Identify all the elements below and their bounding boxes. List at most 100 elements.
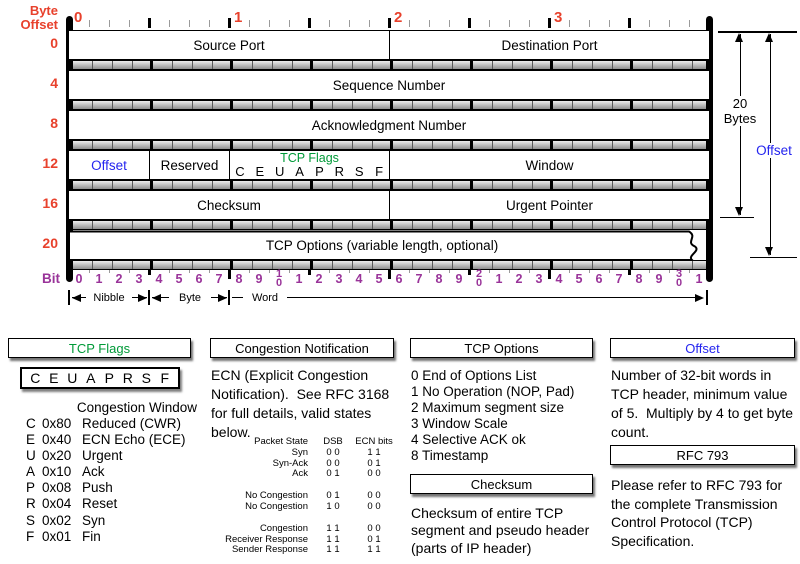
band-bit-tick bbox=[272, 61, 273, 69]
byte-offset-axis-label-line2: Offset bbox=[20, 16, 58, 32]
band-bit-tick bbox=[412, 181, 413, 189]
band-nibble-tick bbox=[229, 141, 233, 149]
band-bit-tick bbox=[212, 101, 213, 109]
band-bit-tick bbox=[172, 181, 173, 189]
band-bit-tick bbox=[252, 221, 253, 229]
bit-number-29: 9 bbox=[649, 269, 669, 289]
flag-definition-c: C 0x80 Reduced (CWR) bbox=[26, 416, 186, 432]
bottom-ruler-bit-tick bbox=[368, 270, 370, 273]
bytes-arrow-bottom-line bbox=[720, 216, 754, 218]
flag-name: ECN Echo (ECE) bbox=[82, 432, 186, 448]
bit-number-31: 1 bbox=[689, 269, 709, 289]
bottom-ruler-bit-tick bbox=[588, 270, 590, 273]
band-bit-tick bbox=[672, 181, 673, 189]
band-bit-tick bbox=[292, 101, 293, 109]
byte-offset-axis-label: Byte Offset bbox=[8, 4, 58, 31]
band-bit-tick bbox=[512, 101, 513, 109]
band-bit-tick bbox=[532, 141, 533, 149]
band-bit-tick bbox=[692, 61, 693, 69]
bottom-ruler-bit-tick bbox=[408, 270, 410, 273]
top-ruler-bit-tick bbox=[428, 20, 430, 27]
flag-bit-letter-r: R bbox=[334, 164, 344, 179]
band-nibble-tick bbox=[229, 101, 233, 109]
flag-hex-value: 0x80 bbox=[42, 416, 72, 431]
ecn-dsb-bits: 1 1 bbox=[326, 533, 340, 545]
band-nibble-tick bbox=[149, 221, 153, 229]
band-bit-tick bbox=[592, 181, 593, 189]
bit-number-6: 6 bbox=[189, 269, 209, 289]
bit-number-digit: 4 bbox=[355, 271, 363, 286]
bottom-ruler-bit-tick bbox=[268, 270, 270, 273]
legend-rfc-title: RFC 793 bbox=[610, 445, 795, 465]
bottom-ruler-bit-tick bbox=[328, 270, 330, 273]
field-window: Window bbox=[389, 151, 709, 179]
band-bit-tick bbox=[192, 261, 193, 269]
band-bit-tick bbox=[352, 101, 353, 109]
band-nibble-tick bbox=[149, 61, 153, 69]
band-bit-tick bbox=[132, 141, 133, 149]
band-bit-tick bbox=[132, 101, 133, 109]
band-bit-tick bbox=[492, 261, 493, 269]
field-source-port: Source Port bbox=[193, 37, 265, 53]
band-bit-tick bbox=[532, 61, 533, 69]
ecn-dsb-bits: 0 0 bbox=[326, 446, 340, 458]
band-bit-tick bbox=[292, 61, 293, 69]
header-row-offset-16: Checksum Urgent Pointer bbox=[68, 190, 710, 220]
scale-boundary-line-3 bbox=[706, 290, 708, 305]
band-bit-tick bbox=[92, 221, 93, 229]
field-checksum: Checksum bbox=[197, 197, 261, 213]
band-bit-tick bbox=[272, 181, 273, 189]
bottom-ruler-bit-tick bbox=[348, 270, 350, 273]
flag-definition-list: C 0x80 Reduced (CWR) E 0x40 ECN Echo (ECE) U 0x… bbox=[26, 416, 186, 545]
band-bit-tick bbox=[532, 261, 533, 269]
flag-definition-a: A 0x10 Ack bbox=[26, 464, 186, 480]
band-nibble-tick bbox=[149, 181, 153, 189]
flag-letter: C bbox=[26, 416, 36, 431]
band-bit-tick bbox=[412, 101, 413, 109]
band-bit-tick bbox=[432, 141, 433, 149]
band-bit-tick bbox=[572, 221, 573, 229]
band-bit-tick bbox=[92, 61, 93, 69]
tcp-option-item-5: 8 Timestamp bbox=[411, 448, 489, 464]
bit-number-digit: 8 bbox=[435, 271, 443, 286]
band-bit-tick bbox=[352, 181, 353, 189]
band-bit-tick bbox=[432, 181, 433, 189]
legend-congestion-title: Congestion Notification bbox=[210, 338, 394, 358]
ecn-state: Congestion bbox=[259, 522, 308, 534]
bit-number-digit: 2 bbox=[515, 271, 523, 286]
bit-number-0: 0 bbox=[69, 269, 89, 289]
flag-hex-value: 0x08 bbox=[42, 480, 72, 496]
bit-number-7: 7 bbox=[209, 269, 229, 289]
band-bit-tick bbox=[292, 261, 293, 269]
bottom-ruler-bit-tick bbox=[288, 270, 290, 273]
band-bit-tick bbox=[672, 141, 673, 149]
bottom-ruler-bit-tick bbox=[688, 270, 690, 273]
flag-name: Fin bbox=[82, 528, 101, 544]
top-ruler-nibble-tick bbox=[387, 18, 391, 28]
bit-number-digit: 4 bbox=[555, 271, 563, 286]
field-tcp-flags: TCP Flags C E U A P R S F bbox=[229, 151, 389, 179]
band-bit-tick bbox=[352, 61, 353, 69]
field-tcp-options-variable-length-optional: TCP Options (variable length, optional) bbox=[265, 238, 499, 253]
top-ruler-nibble-tick bbox=[547, 18, 551, 28]
band-bit-tick bbox=[292, 181, 293, 189]
band-bit-tick bbox=[252, 141, 253, 149]
field-acknowledgment-number: Acknowledgment Number bbox=[311, 117, 467, 133]
tcp-option-item-2: 2 Maximum segment size bbox=[411, 400, 565, 416]
bit-number-digit: 3 bbox=[535, 271, 543, 286]
band-bit-tick bbox=[452, 141, 453, 149]
bit-number-digit: 9 bbox=[255, 271, 263, 286]
header-row-offset-8: Acknowledgment Number bbox=[68, 110, 710, 140]
ecn-row-no-congestion: No Congestion 0 1 0 0 bbox=[212, 490, 398, 502]
tcp-option-item-0: 0 End of Options List bbox=[411, 368, 537, 383]
bit-number-25: 5 bbox=[569, 269, 589, 289]
band-bit-tick bbox=[592, 261, 593, 269]
right-border-bar bbox=[705, 16, 713, 282]
scale-marker-byte: Byte bbox=[169, 291, 211, 304]
band-nibble-tick bbox=[309, 261, 313, 269]
word-span-line bbox=[232, 297, 698, 299]
bit-number-digit: 1 bbox=[295, 271, 303, 286]
top-ruler-bit-tick bbox=[668, 20, 670, 27]
bottom-ruler-bit-tick bbox=[488, 270, 490, 273]
top-ruler-bit-tick bbox=[448, 20, 450, 27]
